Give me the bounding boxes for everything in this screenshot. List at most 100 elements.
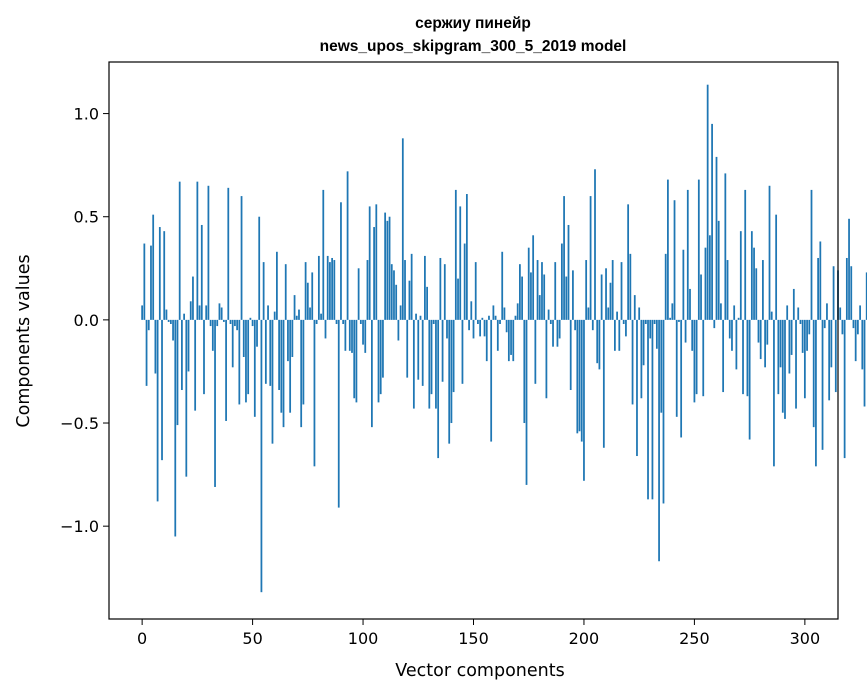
bar xyxy=(163,231,166,320)
bar xyxy=(503,307,506,320)
bar xyxy=(309,307,311,320)
bar xyxy=(236,319,239,331)
bar xyxy=(538,295,541,320)
bar xyxy=(404,260,406,320)
bar xyxy=(298,309,300,320)
bar xyxy=(830,319,833,368)
bar xyxy=(810,189,813,320)
bar xyxy=(839,307,842,320)
bar xyxy=(686,189,689,320)
y-tick-label: 0.5 xyxy=(74,208,99,227)
bar xyxy=(724,173,727,320)
chart-title-line-2: news_upos_skipgram_300_5_2019 model xyxy=(320,38,627,55)
bar xyxy=(216,319,219,327)
bar xyxy=(638,307,641,320)
bar xyxy=(596,319,599,364)
bar xyxy=(854,319,857,362)
bar xyxy=(788,319,791,374)
bar xyxy=(284,264,287,320)
bar xyxy=(393,270,395,320)
bar xyxy=(726,260,729,320)
bar xyxy=(454,189,457,320)
bar xyxy=(828,319,831,401)
bar xyxy=(733,305,736,320)
bar xyxy=(841,319,844,335)
bar xyxy=(348,319,351,351)
bar xyxy=(401,138,404,320)
bar xyxy=(156,319,159,502)
bar xyxy=(620,262,623,320)
bar xyxy=(192,276,194,320)
bar xyxy=(523,319,526,424)
bar xyxy=(746,319,749,397)
bar xyxy=(861,319,864,370)
bar xyxy=(821,319,824,450)
bar xyxy=(150,245,152,320)
bar xyxy=(260,319,263,593)
bar xyxy=(282,319,285,428)
bar xyxy=(459,206,462,320)
bar xyxy=(158,227,161,320)
bar xyxy=(519,264,521,320)
bar xyxy=(313,319,316,467)
bar xyxy=(799,319,802,324)
bar xyxy=(806,319,808,351)
bar xyxy=(720,303,722,320)
bar xyxy=(675,319,678,417)
bar xyxy=(567,224,570,320)
bar xyxy=(863,319,866,407)
bar xyxy=(494,315,497,320)
bar xyxy=(742,319,744,395)
bar xyxy=(671,303,674,320)
bar xyxy=(755,268,758,320)
bar xyxy=(302,319,305,405)
bar xyxy=(713,319,716,329)
bar xyxy=(695,319,698,395)
bar xyxy=(446,319,448,339)
bar xyxy=(474,262,477,320)
bar xyxy=(448,319,451,444)
bar xyxy=(200,224,203,320)
bar xyxy=(773,319,775,467)
bar xyxy=(702,319,705,397)
bar xyxy=(198,305,201,320)
bar xyxy=(728,319,731,339)
bar xyxy=(424,255,426,320)
bar xyxy=(450,319,453,424)
bar xyxy=(457,278,459,320)
bar xyxy=(704,247,707,320)
bar xyxy=(664,253,667,320)
bar xyxy=(253,319,256,417)
y-tick-label: 1.0 xyxy=(74,105,99,124)
bar xyxy=(439,257,442,320)
bar xyxy=(636,319,638,457)
bars-group xyxy=(141,84,867,593)
bar xyxy=(382,319,384,378)
bar xyxy=(276,251,278,320)
bar xyxy=(141,305,144,320)
bar xyxy=(779,319,782,368)
bar xyxy=(273,311,276,320)
bar xyxy=(512,319,515,362)
bar xyxy=(377,319,380,403)
bar xyxy=(492,305,495,320)
bar xyxy=(572,270,574,320)
bar xyxy=(165,309,168,320)
bar xyxy=(399,305,402,320)
bar xyxy=(408,280,411,320)
x-tick-label: 50 xyxy=(242,629,262,648)
bar xyxy=(373,227,375,320)
bar xyxy=(465,194,468,320)
bar xyxy=(609,282,612,320)
bar xyxy=(786,305,789,320)
bar xyxy=(211,319,214,351)
bar xyxy=(722,319,725,393)
bar xyxy=(479,319,482,337)
bar xyxy=(651,319,654,500)
bar xyxy=(591,319,594,331)
bar xyxy=(770,311,773,320)
bar xyxy=(784,319,786,419)
bar xyxy=(304,262,307,320)
bar xyxy=(490,319,493,442)
